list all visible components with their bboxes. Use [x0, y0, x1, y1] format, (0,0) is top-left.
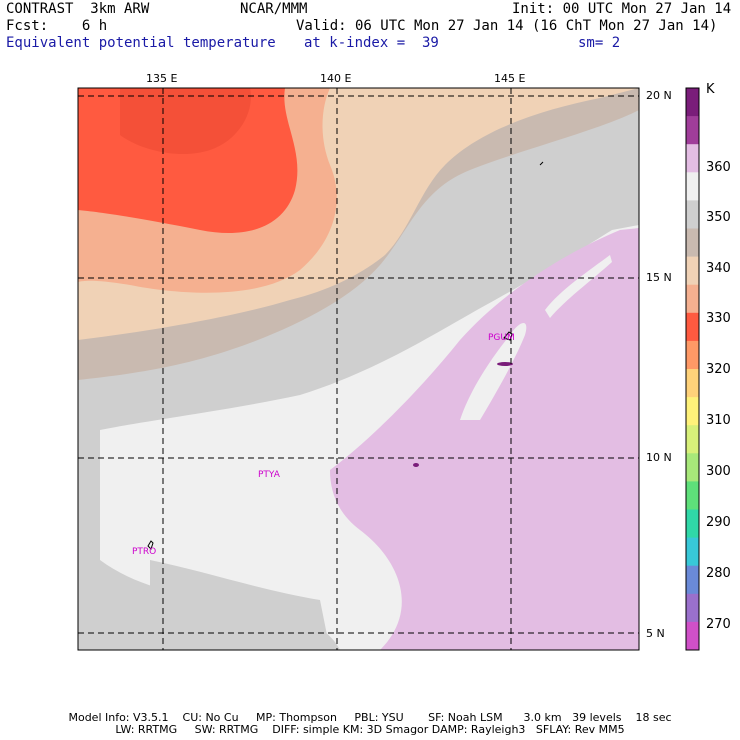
- coastlines: [147, 161, 544, 550]
- colorbar-swatch: [686, 144, 699, 173]
- organization: NCAR/MMM: [240, 1, 308, 17]
- colorbar-swatch: [686, 593, 699, 623]
- smoothing-info: sm= 2: [578, 35, 621, 51]
- colorbar-swatch: [686, 256, 699, 286]
- station-ptro: PTRO: [132, 547, 157, 557]
- lon-label-145: 145 E: [494, 72, 526, 85]
- colorbar-label-340: 340: [706, 261, 731, 276]
- colorbar-unit: K: [706, 82, 715, 97]
- colorbar-swatch: [686, 425, 699, 454]
- white-streak-1: [460, 322, 527, 420]
- station-pgum: PGUM: [488, 333, 515, 343]
- colorbar-label-320: 320: [706, 362, 731, 377]
- station-ptya: PTYA: [258, 470, 280, 480]
- purple-spot-2: [413, 463, 419, 467]
- colorbar-frame: [685, 87, 700, 651]
- marianas-coast: [539, 161, 544, 166]
- colorbar-swatch: [686, 340, 699, 370]
- plot-frame: [77, 87, 640, 651]
- colorbar-swatch: [686, 481, 699, 510]
- colorbar-swatch: [686, 88, 699, 117]
- init-time: Init: 00 UTC Mon 27 Jan 14: [512, 1, 732, 17]
- colorbar-swatch: [686, 228, 699, 258]
- colorbar-swatch: [686, 369, 699, 398]
- palau-coast: [147, 540, 154, 550]
- colorbar-label-300: 300: [706, 464, 731, 479]
- colorbar-swatch: [686, 565, 699, 595]
- colorbar-swatch: [686, 116, 699, 145]
- lat-label-5: 5 N: [646, 627, 665, 640]
- guam-coast: [503, 331, 513, 341]
- colorbar-label-310: 310: [706, 413, 731, 428]
- theta-e-field: [78, 88, 639, 650]
- colorbar-swatch: [686, 200, 699, 229]
- footer-physics-info: LW: RRTMG SW: RRTMG DIFF: simple KM: 3D …: [115, 723, 625, 736]
- lon-label-135: 135 E: [146, 72, 178, 85]
- lat-label-15: 15 N: [646, 271, 672, 284]
- core-330: [120, 88, 251, 155]
- colorbar-swatch: [686, 537, 699, 567]
- forecast-hour: Fcst: 6 h: [6, 18, 108, 34]
- model-title: CONTRAST 3km ARW: [6, 1, 150, 17]
- colorbar: [685, 87, 700, 651]
- colorbar-swatch: [686, 397, 699, 426]
- colorbar-swatch: [686, 284, 699, 314]
- level-info: at k-index = 39: [304, 35, 439, 51]
- graticule: [78, 88, 639, 650]
- colorbar-swatch: [686, 621, 699, 651]
- field-name: Equivalent potential temperature: [6, 35, 276, 51]
- footer-model-info: Model Info: V3.5.1 CU: No Cu MP: Thompso…: [68, 711, 672, 724]
- colorbar-label-360: 360: [706, 160, 731, 175]
- colorbar-label-330: 330: [706, 311, 731, 326]
- cloud-gray-1: [150, 560, 330, 650]
- colorbar-swatch: [686, 172, 699, 201]
- colorbar-swatch: [686, 312, 699, 342]
- lat-label-10: 10 N: [646, 451, 672, 464]
- colorbar-label-280: 280: [706, 566, 731, 581]
- lat-label-20: 20 N: [646, 89, 672, 102]
- colorbar-swatch: [686, 509, 699, 539]
- band-360: [330, 228, 639, 650]
- white-streak-2: [545, 255, 612, 318]
- colorbar-label-270: 270: [706, 617, 731, 632]
- colorbar-label-290: 290: [706, 515, 731, 530]
- valid-time: Valid: 06 UTC Mon 27 Jan 14 (16 ChT Mon …: [296, 18, 718, 34]
- colorbar-swatch: [686, 453, 699, 482]
- purple-spot-1: [497, 362, 513, 366]
- lon-label-140: 140 E: [320, 72, 352, 85]
- colorbar-label-350: 350: [706, 210, 731, 225]
